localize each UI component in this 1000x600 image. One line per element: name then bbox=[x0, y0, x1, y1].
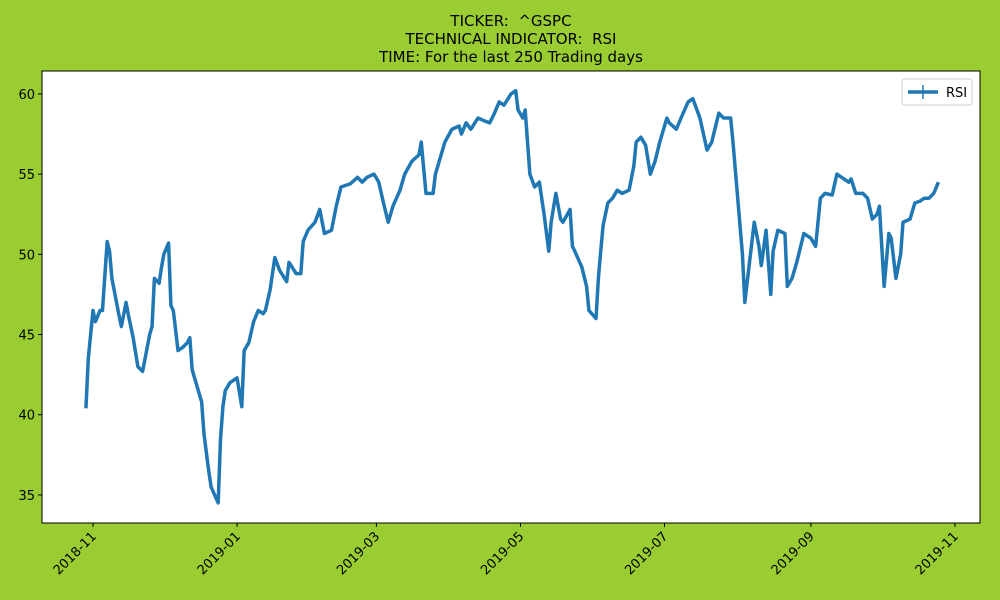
y-tick-label: 55 bbox=[18, 168, 35, 183]
plot-area bbox=[41, 70, 981, 524]
chart-title: TECHNICAL INDICATOR: RSI bbox=[405, 30, 617, 48]
y-tick-label: 35 bbox=[18, 489, 35, 504]
y-tick-label: 60 bbox=[18, 88, 35, 103]
rsi-line bbox=[84, 88, 941, 505]
x-tick-label: 2019-05 bbox=[478, 529, 527, 578]
x-tick-label: 2019-11 bbox=[913, 529, 962, 578]
x-tick-label: 2019-09 bbox=[769, 529, 818, 578]
y-tick-label: 50 bbox=[18, 248, 35, 263]
chart-title: TIME: For the last 250 Trading days bbox=[378, 48, 643, 66]
chart-title: TICKER: ^GSPC bbox=[449, 12, 571, 30]
x-tick-label: 2018-11 bbox=[51, 529, 100, 578]
y-tick-label: 40 bbox=[18, 409, 35, 424]
x-tick-label: 2019-01 bbox=[195, 529, 244, 578]
y-tick-label: 45 bbox=[18, 329, 35, 344]
x-tick-label: 2019-03 bbox=[334, 529, 383, 578]
x-tick-label: 2019-07 bbox=[622, 529, 671, 578]
legend-label: RSI bbox=[946, 86, 967, 101]
